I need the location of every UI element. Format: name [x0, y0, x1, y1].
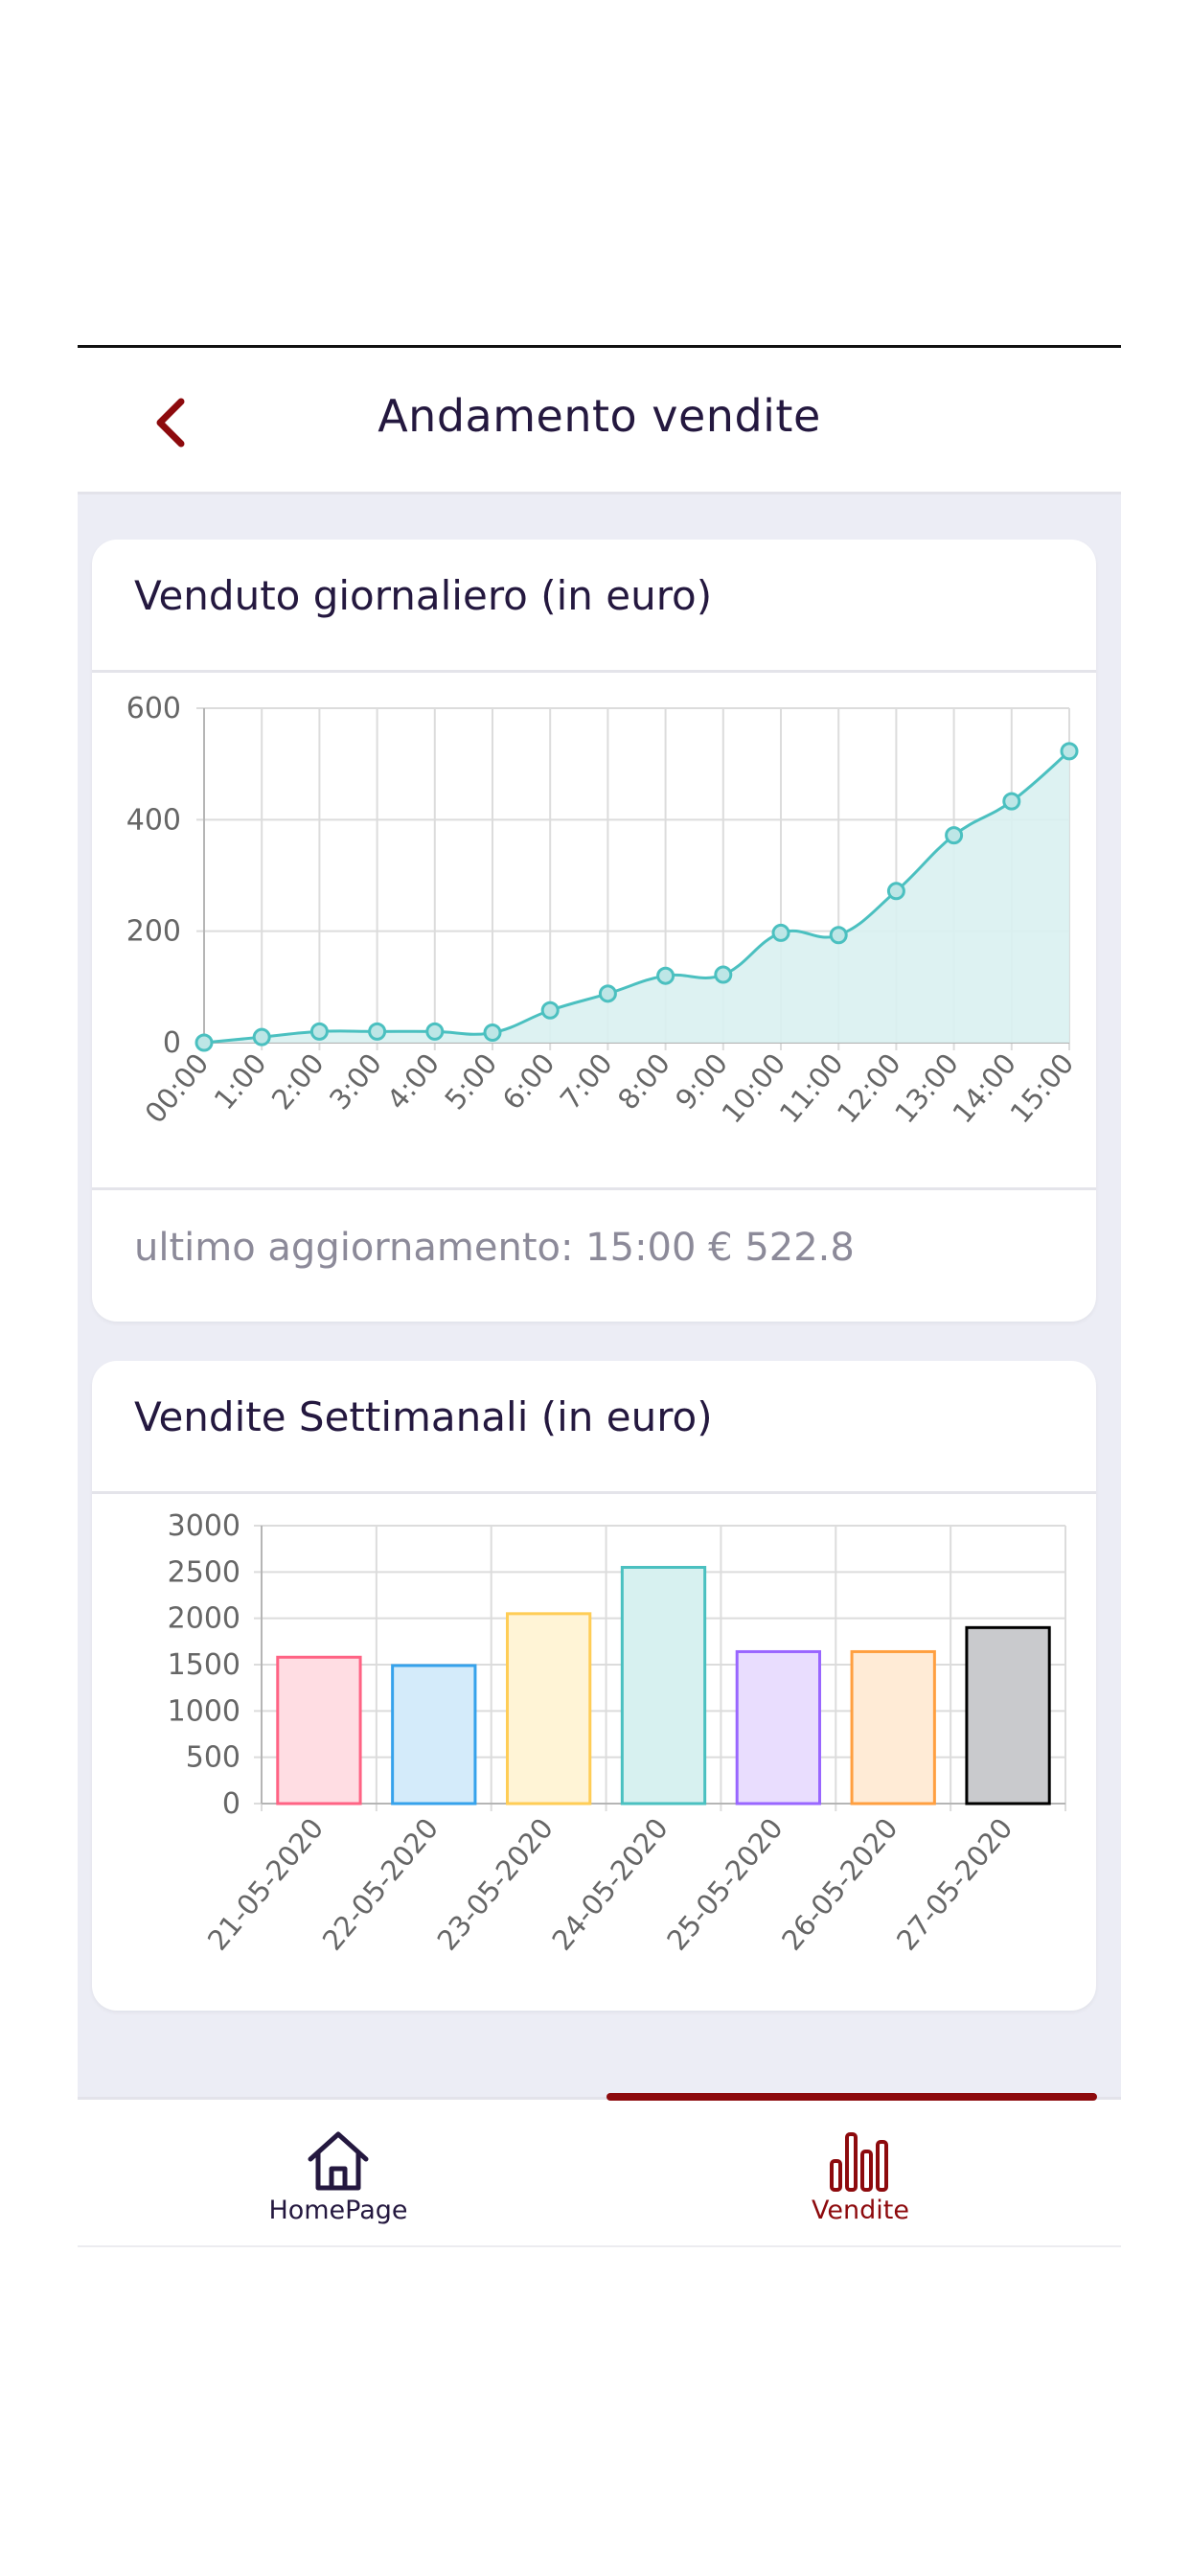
x-tick-label: 4:00: [380, 1047, 446, 1116]
data-point: [252, 1027, 271, 1046]
y-tick-label: 2000: [168, 1602, 240, 1636]
x-tick-label: 15:00: [1004, 1047, 1081, 1130]
data-point: [829, 926, 848, 945]
data-point: [598, 984, 617, 1003]
y-tick-label: 200: [126, 915, 181, 949]
y-tick-label: 0: [222, 1787, 240, 1821]
y-tick-label: 1500: [168, 1648, 240, 1682]
daily-sales-line-chart: 020040060000:001:002:003:004:005:006:007…: [126, 692, 1081, 1130]
bar: [965, 1625, 1051, 1806]
x-tick-label: 13:00: [888, 1047, 965, 1130]
data-point: [1060, 742, 1079, 761]
app-header: Andamento vendite: [78, 348, 1121, 494]
data-point: [483, 1024, 502, 1043]
page-title: Andamento vendite: [378, 390, 821, 442]
x-tick-label: 22-05-2020: [316, 1812, 445, 1957]
x-tick-label: 14:00: [946, 1047, 1022, 1130]
data-point: [540, 1000, 560, 1020]
x-tick-label: 27-05-2020: [890, 1812, 1018, 1957]
tab-homepage[interactable]: HomePage: [78, 2100, 599, 2245]
bar: [735, 1649, 822, 1806]
card-divider: [92, 1187, 1096, 1190]
y-tick-label: 0: [163, 1026, 181, 1060]
x-tick-label: 10:00: [716, 1047, 792, 1130]
bar-chart-icon: [830, 2132, 888, 2192]
weekly-sales-card: Vendite Settimanali (in euro) 0 500 1000 15…: [92, 1361, 1096, 2011]
x-tick-label: 7:00: [554, 1047, 619, 1116]
x-tick-label: 1:00: [208, 1047, 273, 1116]
bar: [391, 1664, 477, 1806]
y-tick-label: 500: [186, 1741, 240, 1775]
series-area: [204, 750, 1069, 1043]
y-tick-label: 3000: [168, 1509, 240, 1543]
bar: [276, 1655, 362, 1806]
tab-homepage-label: HomePage: [268, 2196, 408, 2225]
x-tick-label: 12:00: [831, 1047, 907, 1130]
data-point: [945, 826, 964, 845]
data-point: [309, 1022, 329, 1041]
home-icon: [308, 2131, 369, 2191]
bar: [620, 1566, 707, 1806]
y-tick-label: 1000: [168, 1694, 240, 1728]
tab-vendite[interactable]: Vendite: [600, 2100, 1121, 2245]
daily-sales-card: Venduto giornaliero (in euro) 0 200 400 600…: [92, 540, 1096, 1322]
data-point: [368, 1022, 387, 1041]
x-tick-label: 8:00: [611, 1047, 676, 1116]
data-point: [886, 882, 905, 901]
x-tick-label: 24-05-2020: [545, 1812, 674, 1957]
weekly-sales-bar-chart: 0 500 1000 1500 2000 2500 3000 21-05-202022-05-…: [168, 1509, 1066, 1957]
top-divider: [78, 345, 1121, 348]
active-tab-indicator: [606, 2093, 1097, 2101]
data-point: [195, 1033, 214, 1052]
bar: [505, 1612, 592, 1806]
last-update-text: ultimo aggiornamento: 15:00 € 522.8: [134, 1226, 855, 1270]
x-tick-label: 21-05-2020: [201, 1812, 330, 1957]
bottom-tab-bar: HomePage Vendite: [78, 2093, 1121, 2247]
data-point: [771, 923, 790, 942]
data-point: [656, 966, 675, 985]
x-tick-label: 2:00: [265, 1047, 331, 1116]
weekly-card-title: Vendite Settimanali (in euro): [134, 1393, 713, 1440]
card-divider: [92, 1491, 1096, 1494]
card-divider: [92, 670, 1096, 673]
back-chevron-icon[interactable]: [145, 394, 202, 451]
x-tick-label: 5:00: [438, 1047, 503, 1116]
tab-vendite-label: Vendite: [812, 2196, 909, 2225]
data-point: [714, 965, 733, 984]
x-tick-label: 3:00: [323, 1047, 388, 1116]
x-tick-label: 23-05-2020: [431, 1812, 560, 1957]
daily-card-title: Venduto giornaliero (in euro): [134, 572, 713, 619]
bar: [850, 1649, 936, 1806]
y-tick-label: 400: [126, 803, 181, 837]
x-tick-label: 6:00: [496, 1047, 561, 1116]
data-point: [1002, 792, 1021, 811]
y-tick-label: 2500: [168, 1555, 240, 1589]
y-tick-label: 600: [126, 692, 181, 725]
x-tick-label: 11:00: [773, 1047, 850, 1130]
x-tick-label: 26-05-2020: [775, 1812, 904, 1957]
data-point: [425, 1022, 445, 1041]
x-tick-label: 25-05-2020: [660, 1812, 789, 1957]
